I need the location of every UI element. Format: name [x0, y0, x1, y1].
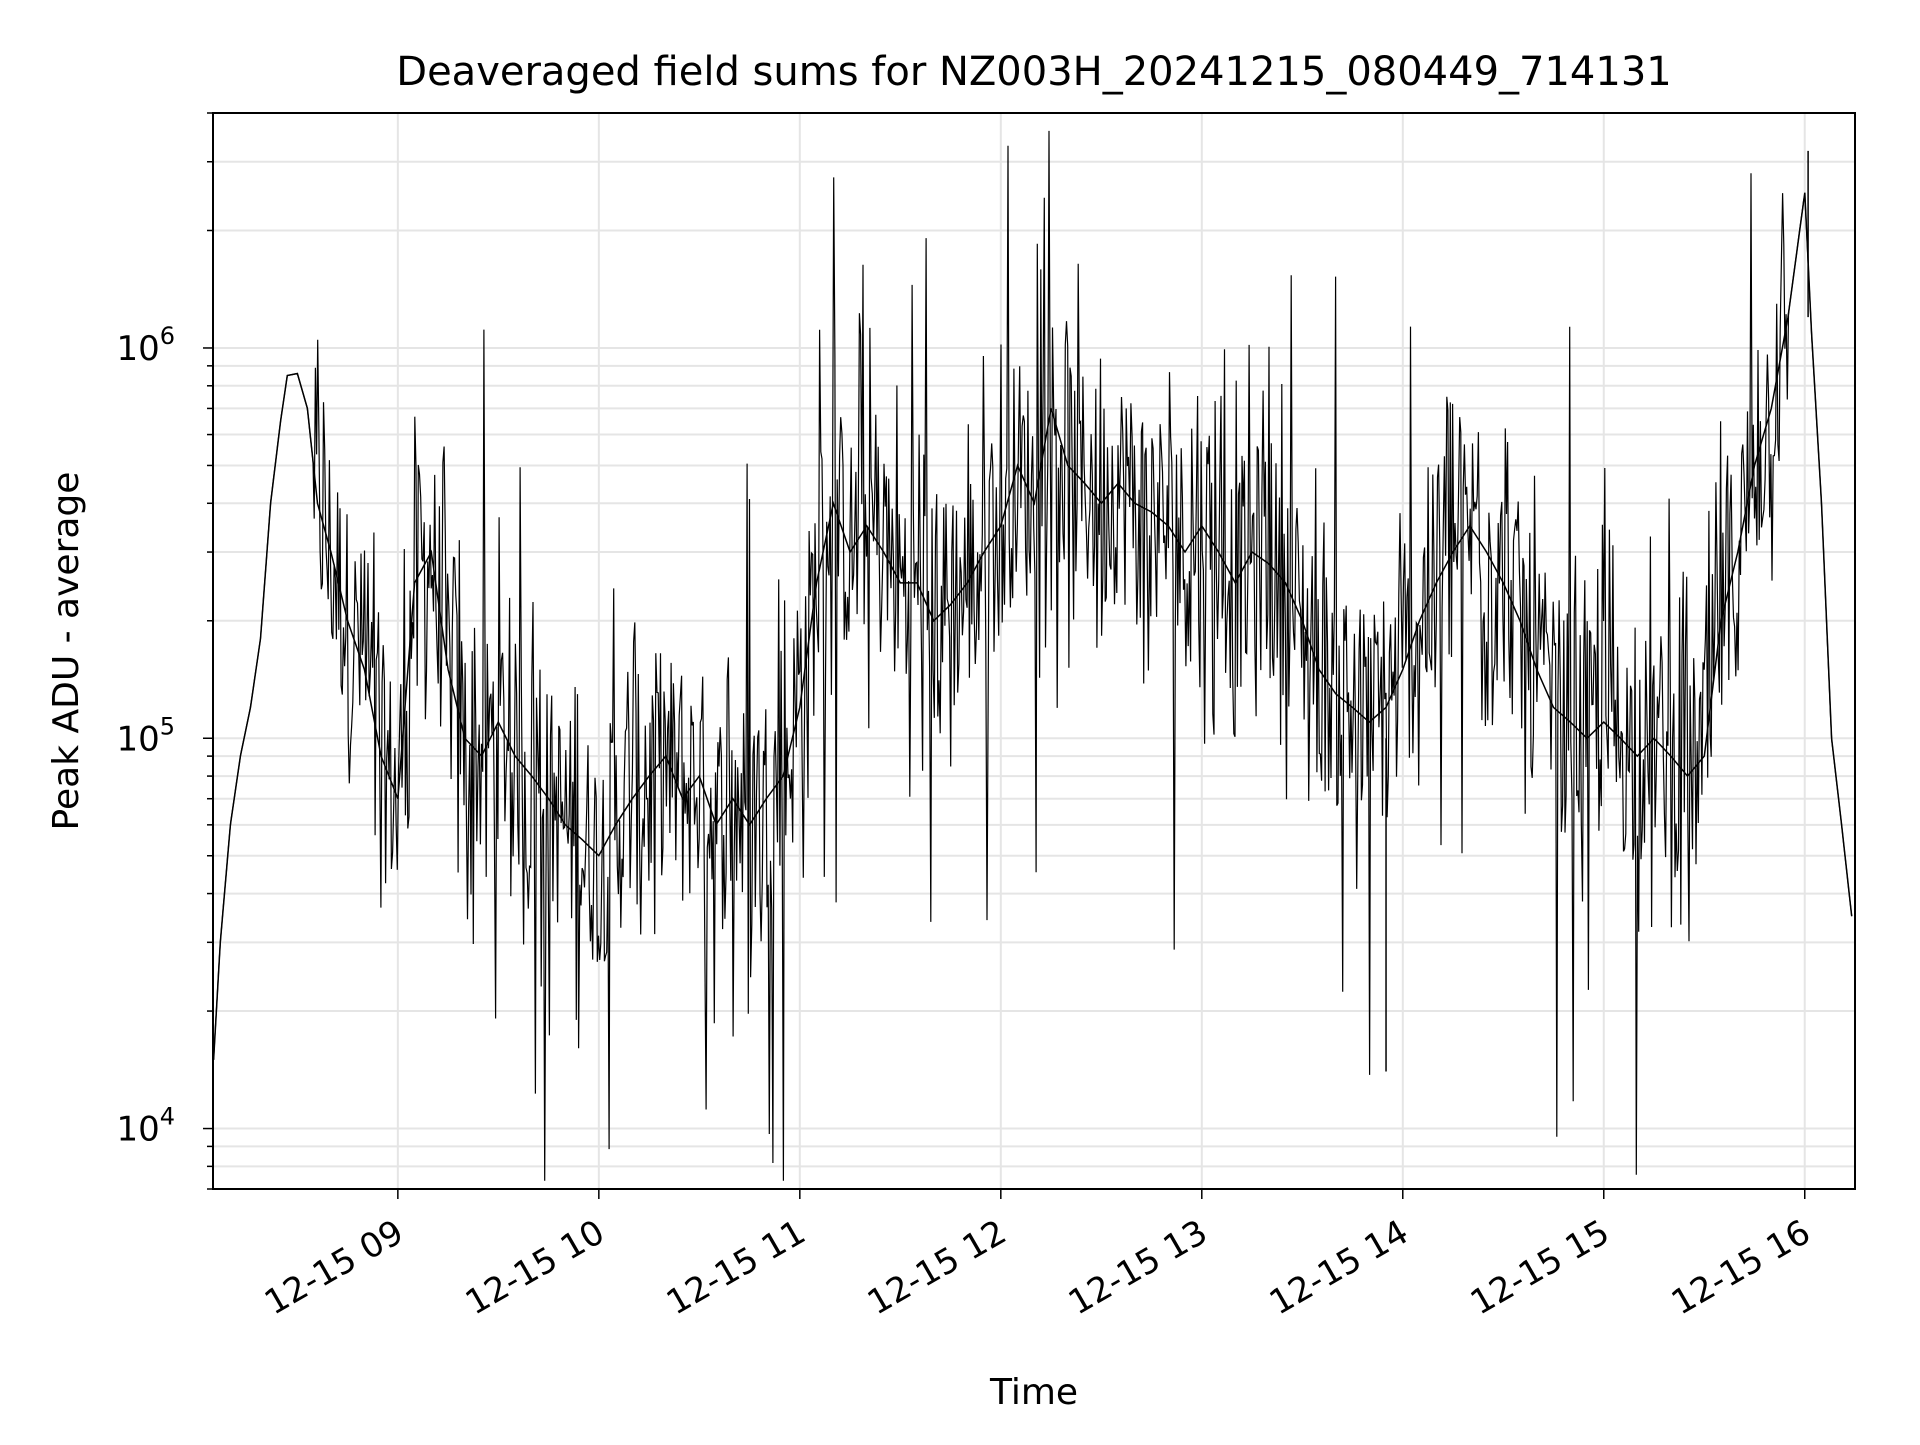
plot-frame — [212, 112, 1856, 1190]
y-axis-label: Peak ADU - average — [46, 472, 87, 831]
y-tick-label: 104 — [116, 1103, 175, 1150]
data-series — [212, 130, 1853, 1181]
chart-title: Deaveraged field sums for NZ003H_2024121… — [396, 49, 1671, 95]
series-line-detail — [213, 130, 1853, 1181]
y-tick-label: 106 — [116, 322, 175, 369]
y-tick-label: 105 — [116, 712, 175, 759]
x-axis-label: Time — [989, 1372, 1078, 1413]
